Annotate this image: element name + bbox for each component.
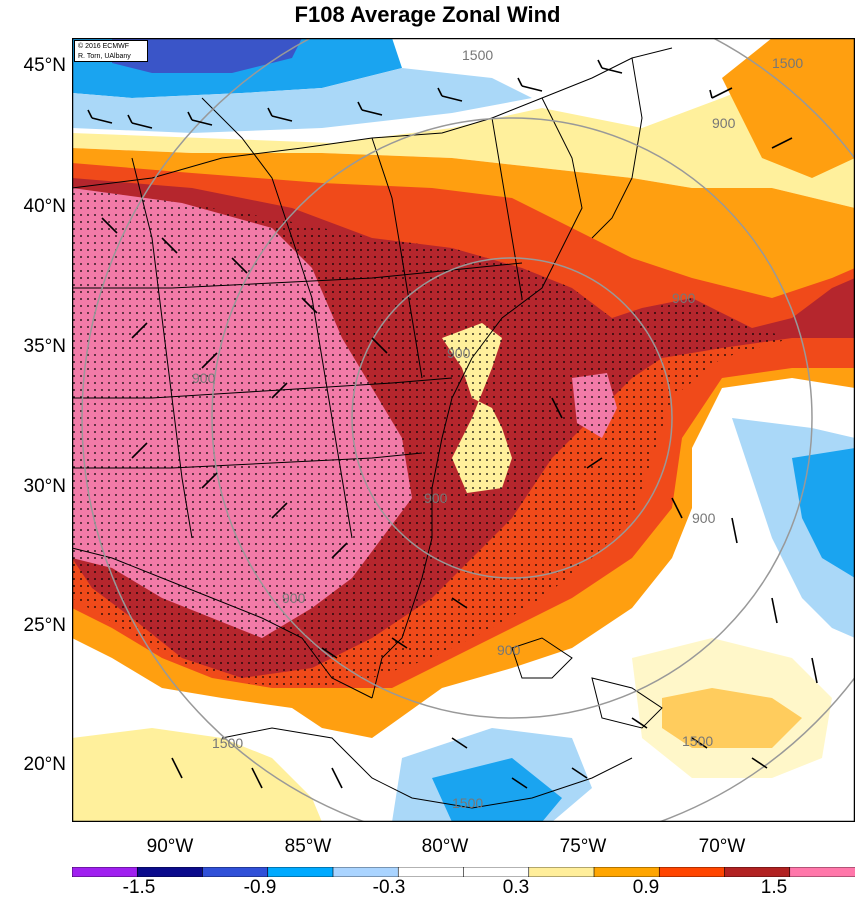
contour-label: 900 bbox=[424, 490, 448, 506]
lon-label-70: 70°W bbox=[698, 836, 746, 857]
contour-label: 900 bbox=[672, 290, 696, 306]
colorbar-label: 1.5 bbox=[760, 877, 788, 898]
colorbar-label: 0.3 bbox=[502, 877, 530, 898]
colorbar-swatch bbox=[136, 867, 204, 877]
shade-darkblue-top bbox=[112, 38, 302, 73]
colorbar-swatch bbox=[789, 867, 855, 877]
range-rings bbox=[81, 38, 855, 822]
lon-label-85: 85°W bbox=[284, 836, 332, 857]
colorbar-label: -0.9 bbox=[243, 877, 277, 898]
shade-blue-right bbox=[792, 448, 855, 578]
map-title: F108 Average Zonal Wind bbox=[294, 2, 561, 27]
lat-label-25: 25°N bbox=[23, 615, 66, 636]
colorbar-label: 0.9 bbox=[632, 877, 660, 898]
contour-label: 900 bbox=[447, 345, 471, 361]
colorbar-swatch bbox=[463, 867, 530, 877]
colorbar-swatch bbox=[658, 867, 726, 877]
contour-label: 900 bbox=[282, 590, 306, 606]
credit-box: © 2016 ECMWF R. Torn, UAlbany bbox=[74, 40, 148, 62]
lat-label-45: 45°N bbox=[23, 55, 66, 76]
contour-label: 1500 bbox=[452, 795, 483, 811]
lon-label-90: 90°W bbox=[146, 836, 194, 857]
colorbar-label: -0.3 bbox=[372, 877, 406, 898]
colorbar-label: -1.5 bbox=[122, 877, 156, 898]
shade-orange-ne bbox=[722, 38, 855, 178]
contour-label: 1500 bbox=[462, 47, 493, 63]
wind-barbs bbox=[87, 59, 818, 789]
credit-line1: © 2016 ECMWF bbox=[78, 43, 130, 50]
contour-labels: 1500 1500 900 900 900 900 900 900 1500 1… bbox=[192, 47, 803, 811]
stipple-region bbox=[72, 188, 792, 688]
colorbar-swatch bbox=[724, 867, 791, 877]
shade-yellow-patch bbox=[632, 638, 832, 778]
shade-blue-bottom bbox=[432, 758, 562, 822]
colorbar-swatch bbox=[72, 867, 139, 877]
colorbar-swatch bbox=[267, 867, 334, 877]
lat-label-35: 35°N bbox=[23, 336, 66, 357]
shade-yellow-bottom bbox=[72, 728, 322, 822]
colorbar-swatch bbox=[528, 867, 595, 877]
lat-label-40: 40°N bbox=[23, 196, 66, 217]
contour-label: 900 bbox=[692, 510, 716, 526]
colorbar-swatch bbox=[593, 867, 661, 877]
shade-lightblue-top bbox=[72, 68, 532, 133]
colorbar bbox=[72, 867, 855, 877]
contour-label: 900 bbox=[192, 370, 216, 386]
contour-label: 1500 bbox=[212, 735, 243, 751]
contour-label: 900 bbox=[712, 115, 736, 131]
lat-label-20: 20°N bbox=[23, 754, 66, 775]
colorbar-swatch bbox=[202, 867, 269, 877]
colorbar-swatch bbox=[397, 867, 465, 877]
contour-label: 1500 bbox=[682, 733, 713, 749]
lon-label-80: 80°W bbox=[421, 836, 469, 857]
boundary-lines bbox=[72, 47, 673, 809]
wind-map: 1500 1500 900 900 900 900 900 900 1500 1… bbox=[72, 38, 855, 822]
lat-label-30: 30°N bbox=[23, 476, 66, 497]
lon-label-75: 75°W bbox=[559, 836, 607, 857]
colorbar-swatch bbox=[332, 867, 400, 877]
contour-label: 900 bbox=[497, 642, 521, 658]
contour-label: 1500 bbox=[772, 55, 803, 71]
credit-line2: R. Torn, UAlbany bbox=[78, 53, 131, 60]
shade-yellow-band bbox=[72, 68, 855, 208]
